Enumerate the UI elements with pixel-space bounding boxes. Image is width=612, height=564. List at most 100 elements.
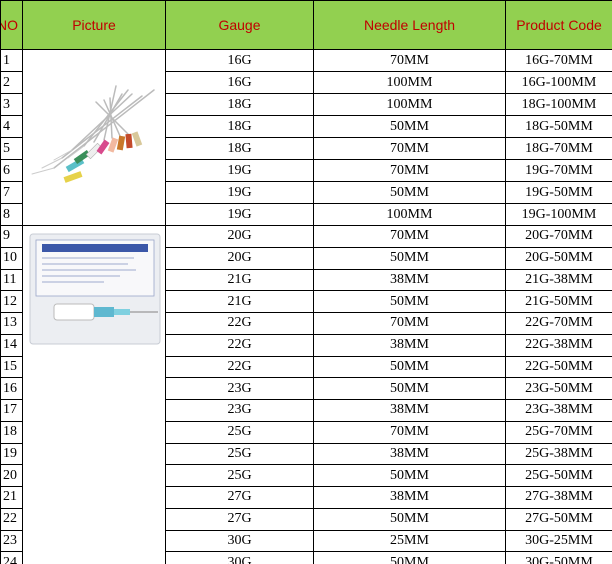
- cell: 27G-50MM: [505, 507, 612, 531]
- cell: 38MM: [313, 268, 506, 292]
- header-cell: Product Code: [505, 0, 612, 50]
- cell: 25G-70MM: [505, 420, 612, 444]
- row-number: 17: [0, 399, 23, 422]
- row-number: 23: [0, 529, 23, 553]
- cell: 22G: [165, 333, 314, 357]
- table-body: 1 16G 70MM 16G-70MM 2 16: [0, 49, 612, 564]
- cell: 30G-25MM: [505, 529, 612, 553]
- table-row: 11 21G 38MM 21G-38MM: [0, 268, 612, 292]
- cell: 20G-50MM: [505, 246, 612, 270]
- cell: 27G-38MM: [505, 486, 612, 509]
- table-row: 19 25G 38MM 25G-38MM: [0, 442, 612, 466]
- cell: 20G-70MM: [505, 225, 612, 248]
- table-row: 7 19G 50MM 19G-50MM: [0, 181, 612, 204]
- cell: 25MM: [313, 529, 506, 553]
- cell: 20G: [165, 246, 314, 270]
- table-row: 2 16G 100MM 16G-100MM: [0, 71, 612, 94]
- cell: 100MM: [313, 71, 506, 94]
- cell: 38MM: [313, 486, 506, 509]
- table-row: 15 22G 50MM 22G-50MM: [0, 355, 612, 379]
- table-row: 14 22G 38MM 22G-38MM: [0, 333, 612, 357]
- table-row: 1 16G 70MM 16G-70MM: [0, 49, 612, 226]
- row-number: 14: [0, 333, 23, 357]
- row-number: 5: [0, 137, 23, 160]
- cell: 25G-38MM: [505, 442, 612, 466]
- cell: 50MM: [313, 181, 506, 204]
- cell: 18G-100MM: [505, 93, 612, 116]
- row-number: 11: [0, 268, 23, 292]
- table-row: 5 18G 70MM 18G-70MM: [0, 137, 612, 160]
- cell: 70MM: [313, 49, 506, 72]
- cell: 18G: [165, 115, 314, 138]
- row-number: 24: [0, 551, 23, 564]
- cell: 50MM: [313, 551, 506, 564]
- cell: 21G-50MM: [505, 290, 612, 313]
- cell: 25G: [165, 442, 314, 466]
- cell: 19G-100MM: [505, 203, 612, 226]
- row-number: 7: [0, 181, 23, 204]
- table-row: 22 27G 50MM 27G-50MM: [0, 507, 612, 531]
- table-row: 6 19G 70MM 19G-70MM: [0, 159, 612, 182]
- cell: 25G: [165, 420, 314, 444]
- row-number: 21: [0, 486, 23, 509]
- cell: 16G-100MM: [505, 71, 612, 94]
- cell: 25G-50MM: [505, 464, 612, 487]
- cell: 38MM: [313, 399, 506, 422]
- cell: 16G: [165, 71, 314, 94]
- row-number: 3: [0, 93, 23, 116]
- cell: 27G: [165, 507, 314, 531]
- cell: 19G-70MM: [505, 159, 612, 182]
- cell: 25G: [165, 464, 314, 487]
- header-cell: Picture: [22, 0, 166, 50]
- cell: 21G-38MM: [505, 268, 612, 292]
- cell: 50MM: [313, 507, 506, 531]
- cell: 70MM: [313, 420, 506, 444]
- cell: 16G-70MM: [505, 49, 612, 72]
- cell: 70MM: [313, 225, 506, 248]
- row-number: 2: [0, 71, 23, 94]
- cell: 18G: [165, 137, 314, 160]
- table-row: 10 20G 50MM 20G-50MM: [0, 246, 612, 270]
- cell: 50MM: [313, 115, 506, 138]
- header-row: NO Picture Gauge Needle Length Product C…: [0, 0, 612, 50]
- cell: 18G-50MM: [505, 115, 612, 138]
- cell: 50MM: [313, 377, 506, 400]
- cell: 70MM: [313, 159, 506, 182]
- row-number: 1: [0, 49, 23, 72]
- cell: 21G: [165, 290, 314, 313]
- cell: 38MM: [313, 333, 506, 357]
- table-row: 9 20G 70MM 20G-70MM: [0, 225, 612, 564]
- row-number: 6: [0, 159, 23, 182]
- cell: 16G: [165, 49, 314, 72]
- cell: 50MM: [313, 246, 506, 270]
- cell: 38MM: [313, 442, 506, 466]
- row-number: 4: [0, 115, 23, 138]
- cell: 23G-38MM: [505, 399, 612, 422]
- cell: 22G: [165, 312, 314, 335]
- cell: 23G: [165, 377, 314, 400]
- cell: 20G: [165, 225, 314, 248]
- cell: 22G-38MM: [505, 333, 612, 357]
- needles-image: [31, 85, 155, 183]
- cell: 19G: [165, 181, 314, 204]
- row-number: 9: [0, 225, 23, 248]
- cell: 100MM: [313, 203, 506, 226]
- cell: 50MM: [313, 355, 506, 379]
- cell: 22G-50MM: [505, 355, 612, 379]
- cell: 19G-50MM: [505, 181, 612, 204]
- row-number: 18: [0, 420, 23, 444]
- table-row: 20 25G 50MM 25G-50MM: [0, 464, 612, 487]
- row-number: 15: [0, 355, 23, 379]
- table-row: 8 19G 100MM 19G-100MM: [0, 203, 612, 226]
- cell: 70MM: [313, 137, 506, 160]
- row-number: 22: [0, 507, 23, 531]
- cell: 100MM: [313, 93, 506, 116]
- header-cell: Gauge: [165, 0, 314, 50]
- cell: 18G: [165, 93, 314, 116]
- cell: 19G: [165, 203, 314, 226]
- cell: 27G: [165, 486, 314, 509]
- row-number: 19: [0, 442, 23, 466]
- cell: 50MM: [313, 290, 506, 313]
- row-number: 8: [0, 203, 23, 226]
